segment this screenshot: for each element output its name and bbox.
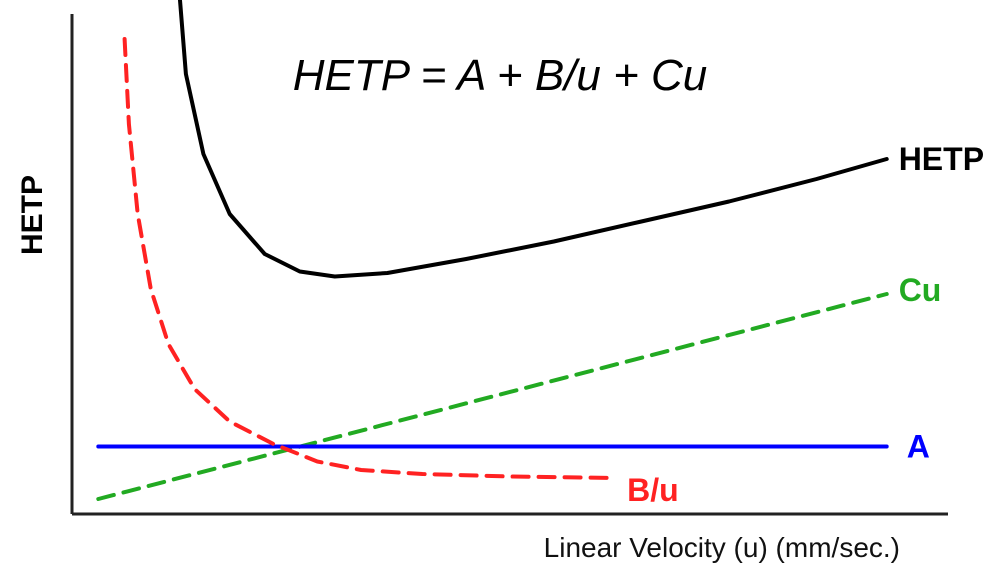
series-label-b-u: B/u bbox=[627, 472, 679, 508]
x-axis-label: Linear Velocity (u) (mm/sec.) bbox=[544, 532, 900, 563]
series-hetp-line bbox=[177, 0, 889, 279]
series-b-u-line bbox=[122, 37, 618, 480]
series-layer: HETP Cu A B/u bbox=[96, 0, 984, 508]
series-label-a: A bbox=[907, 429, 930, 465]
series-label-hetp: HETP bbox=[899, 141, 984, 177]
series-label-cu: Cu bbox=[899, 272, 942, 308]
chart-title: HETP = A + B/u + Cu bbox=[293, 51, 708, 100]
y-axis-label: HETP bbox=[16, 175, 49, 255]
series-cu-line bbox=[96, 292, 889, 501]
